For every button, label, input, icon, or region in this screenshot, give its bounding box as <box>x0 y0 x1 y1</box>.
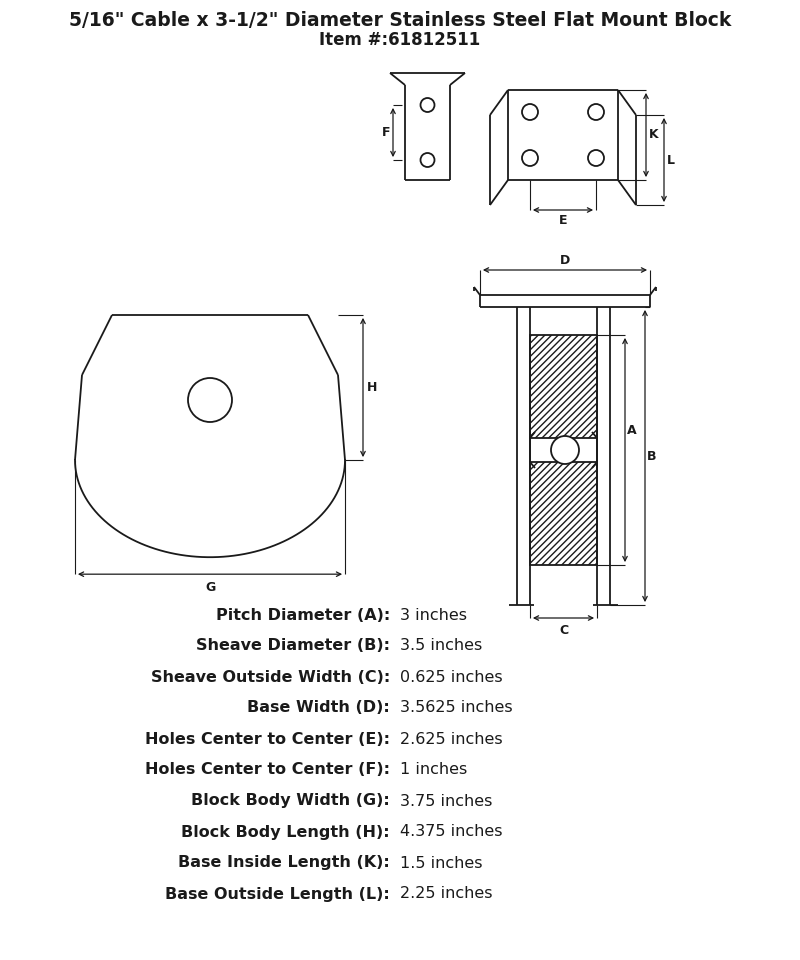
Text: Sheave Outside Width (C):: Sheave Outside Width (C): <box>150 669 390 684</box>
Text: Block Body Width (G):: Block Body Width (G): <box>191 794 390 808</box>
Text: 2.625 inches: 2.625 inches <box>400 732 502 747</box>
Text: 3.5 inches: 3.5 inches <box>400 638 482 654</box>
Text: F: F <box>382 126 390 139</box>
Text: 0.625 inches: 0.625 inches <box>400 669 502 684</box>
Text: 1.5 inches: 1.5 inches <box>400 855 482 871</box>
Text: 3 inches: 3 inches <box>400 608 467 622</box>
Bar <box>530 462 597 565</box>
Text: Sheave Diameter (B):: Sheave Diameter (B): <box>196 638 390 654</box>
Text: 5/16" Cable x 3-1/2" Diameter Stainless Steel Flat Mount Block: 5/16" Cable x 3-1/2" Diameter Stainless … <box>69 11 731 30</box>
Text: D: D <box>560 254 570 268</box>
Text: Base Inside Length (K):: Base Inside Length (K): <box>178 855 390 871</box>
Text: A: A <box>627 423 637 437</box>
Text: 2.25 inches: 2.25 inches <box>400 886 493 901</box>
Text: 3.5625 inches: 3.5625 inches <box>400 701 513 715</box>
Circle shape <box>551 436 579 464</box>
Text: Base Outside Length (L):: Base Outside Length (L): <box>166 886 390 901</box>
Text: C: C <box>559 625 568 637</box>
Text: Holes Center to Center (E):: Holes Center to Center (E): <box>145 732 390 747</box>
Text: H: H <box>367 381 377 394</box>
Text: B: B <box>647 449 657 463</box>
Bar <box>530 335 597 438</box>
Text: Holes Center to Center (F):: Holes Center to Center (F): <box>145 762 390 778</box>
Text: K: K <box>649 129 659 141</box>
Text: L: L <box>667 154 675 166</box>
Text: 3.75 inches: 3.75 inches <box>400 794 492 808</box>
Text: Item #:61812511: Item #:61812511 <box>319 31 481 49</box>
Text: Block Body Length (H):: Block Body Length (H): <box>182 825 390 839</box>
Text: G: G <box>205 581 215 593</box>
Text: 1 inches: 1 inches <box>400 762 467 778</box>
Text: E: E <box>558 214 567 228</box>
Text: Base Width (D):: Base Width (D): <box>247 701 390 715</box>
Text: 4.375 inches: 4.375 inches <box>400 825 502 839</box>
Text: Pitch Diameter (A):: Pitch Diameter (A): <box>216 608 390 622</box>
